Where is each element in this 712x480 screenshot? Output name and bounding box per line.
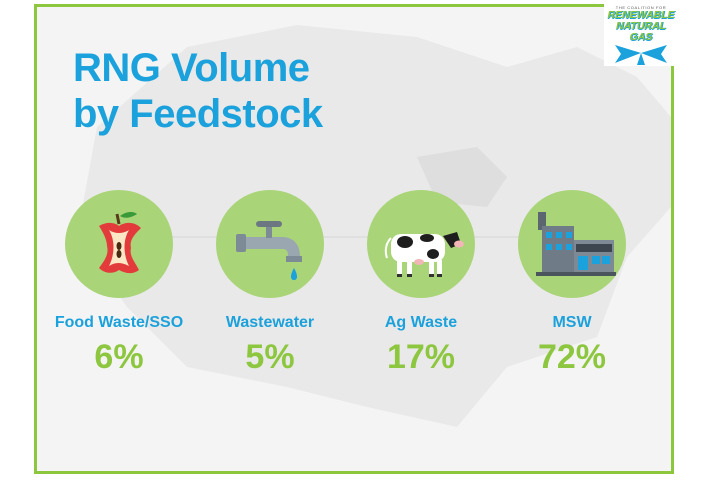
feedstock-msw: MSW 72%: [502, 190, 642, 377]
feedstock-label: MSW: [552, 314, 592, 331]
rng-coalition-logo: THE COALITION FOR RENEWABLE NATURAL GAS: [604, 2, 678, 66]
title-line-2: by Feedstock: [73, 92, 323, 136]
feedstock-label: Ag Waste: [384, 314, 458, 331]
feedstock-value: 5%: [245, 338, 295, 376]
title-line-1: RNG Volume: [73, 46, 310, 90]
logo-tagline: THE COALITION FOR: [615, 5, 667, 10]
page-title: RNG Volume by Feedstock: [73, 45, 323, 137]
feedstock-food-waste: Food Waste/SSO 6%: [49, 190, 189, 377]
cow-icon: [367, 190, 475, 298]
factory-icon: [518, 190, 626, 298]
feedstock-value: 6%: [94, 338, 144, 376]
feedstock-wastewater: Wastewater 5%: [200, 190, 340, 377]
logo-bowtie-icon: [615, 45, 667, 65]
feedstock-value: 72%: [537, 338, 607, 376]
feedstock-value: 17%: [386, 338, 456, 376]
logo-line-1: RENEWABLE: [607, 9, 675, 21]
faucet-icon: [216, 190, 324, 298]
feedstock-label: Food Waste/SSO: [54, 314, 184, 331]
logo-line-2: NATURAL GAS: [616, 20, 666, 43]
feedstock-label: Wastewater: [225, 314, 315, 331]
feedstock-ag-waste: Ag Waste 17%: [351, 190, 491, 377]
apple-core-icon: [65, 190, 173, 298]
